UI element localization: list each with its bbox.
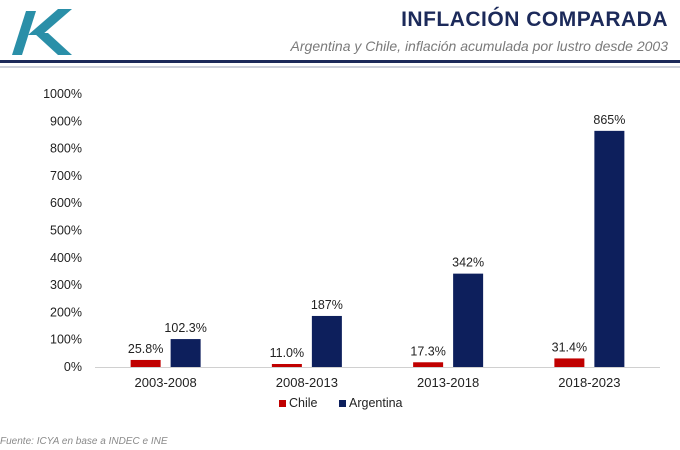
y-tick-label: 800% [50, 142, 82, 156]
bar-argentina-2013-2018 [453, 273, 484, 367]
data-label-chile: 25.8% [128, 342, 163, 356]
bar-argentina-2018-2023 [594, 130, 625, 367]
data-label-chile: 17.3% [410, 344, 445, 358]
data-label-argentina: 865% [593, 113, 625, 127]
y-tick-label: 400% [50, 251, 82, 265]
bar-chile-2013-2018 [413, 362, 444, 367]
y-tick-label: 500% [50, 224, 82, 238]
x-tick-label: 2008-2013 [276, 375, 338, 390]
x-tick-label: 2018-2023 [558, 375, 620, 390]
y-tick-label: 600% [50, 196, 82, 210]
bar-argentina-2003-2008 [170, 339, 201, 367]
legend-label-argentina: Argentina [349, 396, 403, 410]
x-tick-label: 2013-2018 [417, 375, 479, 390]
bar-argentina-2008-2013 [311, 315, 342, 367]
page-subtitle: Argentina y Chile, inflación acumulada p… [290, 38, 668, 54]
legend-swatch-argentina [339, 400, 346, 407]
bar-chile-2018-2023 [554, 358, 585, 367]
legend-label-chile: Chile [289, 396, 318, 410]
data-label-argentina: 342% [452, 256, 484, 270]
header-divider-light [0, 66, 680, 68]
y-tick-label: 1000% [43, 87, 82, 101]
y-tick-label: 100% [50, 333, 82, 347]
bar-chart: 0% 100% 200% 300% 400% 500% 600% 700% 800% 900% 10… [43, 87, 660, 410]
page-title: INFLACIÓN COMPARADA [401, 8, 668, 31]
y-tick-label: 200% [50, 305, 82, 319]
data-label-argentina: 102.3% [164, 321, 206, 335]
data-label-argentina: 187% [311, 298, 343, 312]
source-note: Fuente: ICYA en base a INDEC e INE [0, 436, 168, 447]
data-label-chile: 11.0% [270, 346, 305, 360]
y-tick-label: 700% [50, 169, 82, 183]
y-tick-label: 300% [50, 278, 82, 292]
y-tick-label: 900% [50, 114, 82, 128]
bar-chile-2008-2013 [271, 363, 302, 367]
y-tick-label: 0% [64, 360, 82, 374]
logo-icon [12, 9, 72, 55]
legend-swatch-chile [279, 400, 286, 407]
chart-panel [0, 70, 680, 432]
header-divider [0, 60, 680, 63]
bar-chile-2003-2008 [130, 359, 161, 367]
data-label-chile: 31.4% [552, 340, 587, 354]
x-tick-label: 2003-2008 [135, 375, 197, 390]
